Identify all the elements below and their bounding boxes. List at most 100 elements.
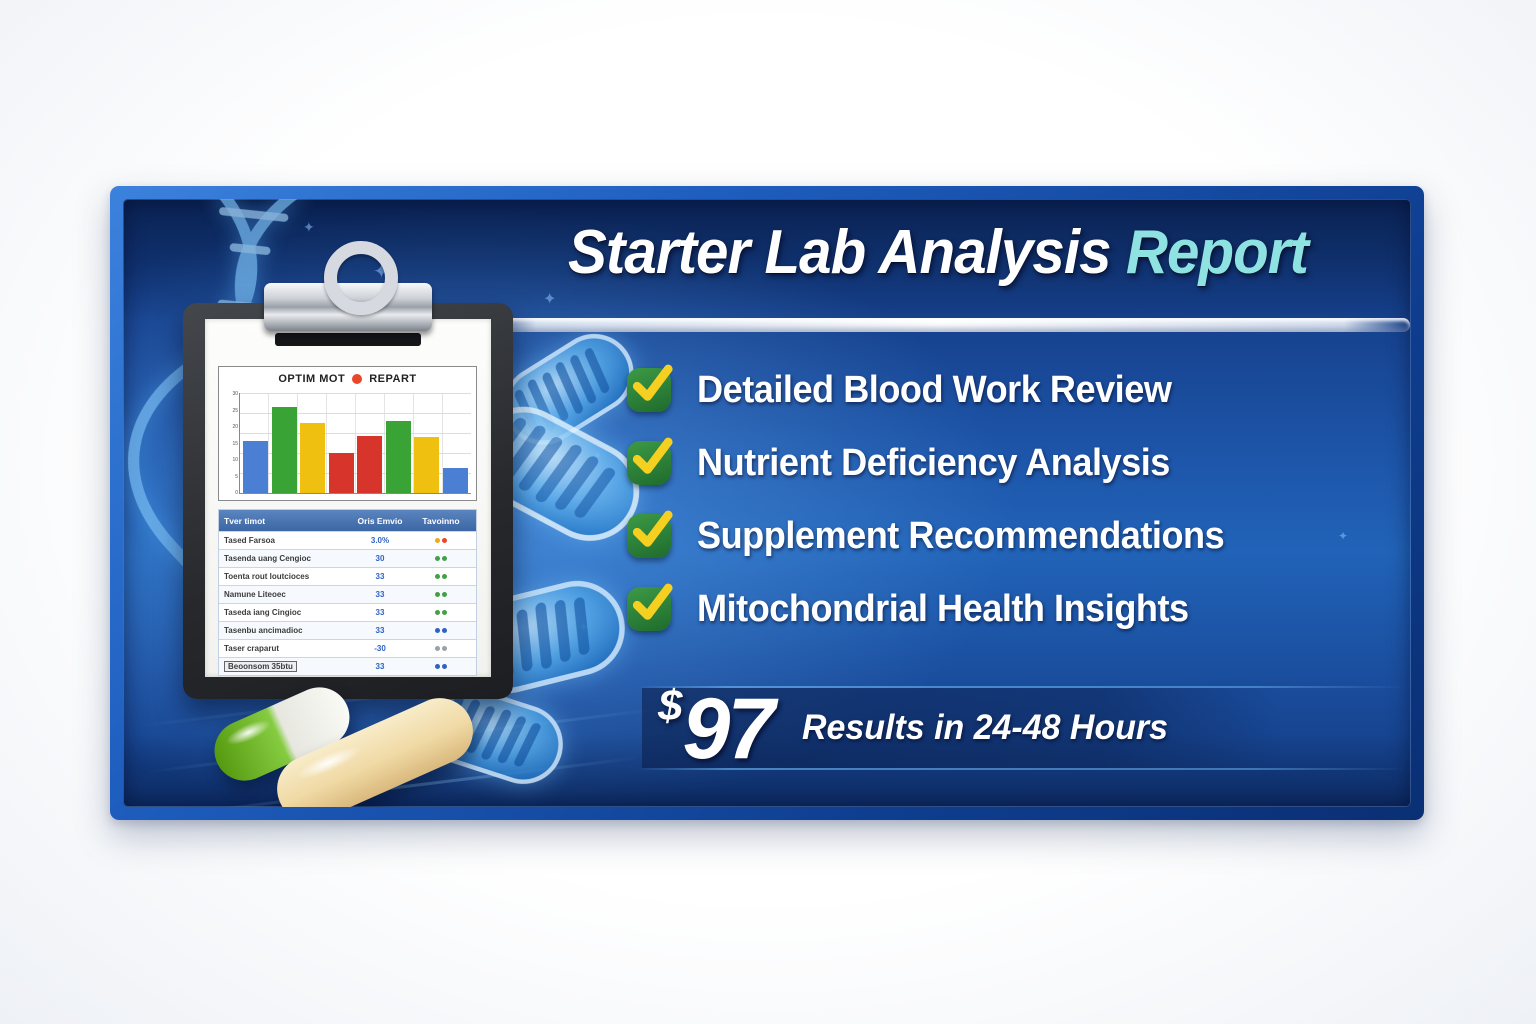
result-value-cell: 33 bbox=[375, 626, 385, 635]
chart-bar bbox=[442, 468, 468, 493]
feature-checklist: Detailed Blood Work Review Nutrient Defi… bbox=[627, 364, 1252, 659]
axis-tick-label: 15 bbox=[232, 440, 238, 447]
status-indicator-cell bbox=[411, 664, 471, 669]
status-dot-icon bbox=[442, 664, 447, 669]
status-dot-icon bbox=[442, 628, 447, 633]
status-dot-icon bbox=[435, 646, 440, 651]
chart-bar bbox=[271, 407, 297, 493]
title-main: Starter Lab Analysis bbox=[567, 218, 1112, 287]
status-dot-icon bbox=[435, 574, 440, 579]
table-row: Beoonsom 35btu 33 bbox=[219, 657, 476, 675]
result-value-cell: 33 bbox=[375, 608, 385, 617]
checklist-label: Nutrient Deficiency Analysis bbox=[697, 441, 1170, 484]
price-band: $97 Results in 24-48 Hours bbox=[636, 684, 1406, 772]
checkmark-icon bbox=[627, 510, 673, 558]
test-name-cell: Taseda iang Cingioc bbox=[224, 608, 302, 617]
checklist-label: Mitochondrial Health Insights bbox=[697, 587, 1189, 630]
table-row: Tasenbu ancimadioc 33 bbox=[219, 621, 476, 639]
chart-bar bbox=[243, 441, 269, 493]
status-indicator-cell bbox=[411, 574, 471, 579]
clipboard-paper: OPTIM MOT REPART 30 25 20 15 10 5 0 Tver timot… bbox=[205, 319, 491, 677]
status-indicator-cell bbox=[411, 538, 471, 543]
price-amount: 97 bbox=[682, 681, 775, 777]
status-dot-icon bbox=[435, 628, 440, 633]
status-indicator-cell bbox=[411, 628, 471, 633]
pill-gloss bbox=[223, 715, 274, 750]
axis-tick-label: 30 bbox=[232, 391, 238, 397]
clipboard: OPTIM MOT REPART 30 25 20 15 10 5 0 Tver timot… bbox=[183, 241, 513, 699]
chart-title-left: OPTIM MOT bbox=[278, 373, 346, 385]
chart-bar bbox=[385, 421, 411, 493]
table-row: Tasenda uang Cengioc 30 bbox=[219, 549, 476, 567]
status-dot-icon bbox=[442, 592, 447, 597]
status-dot-icon bbox=[435, 538, 440, 543]
lab-results-table: Tver timot Oris Emvio Tavoinno Tased Far… bbox=[218, 509, 477, 676]
test-name-cell: Beoonsom 35btu bbox=[224, 661, 349, 672]
chart-y-axis: 30 25 20 15 10 5 0 bbox=[222, 391, 238, 496]
promo-banner: ✦ ✦ ✦ ✦ ✦ ✦ ✦ bbox=[110, 186, 1424, 820]
list-item: Mitochondrial Health Insights bbox=[627, 583, 1252, 632]
axis-tick-label: 0 bbox=[235, 490, 238, 496]
status-dot-icon bbox=[442, 538, 447, 543]
status-dot-icon bbox=[435, 664, 440, 669]
checklist-label: Detailed Blood Work Review bbox=[697, 368, 1172, 411]
table-header-row: Tver timot Oris Emvio Tavoinno bbox=[219, 510, 476, 531]
metallic-divider bbox=[470, 318, 1410, 332]
checklist-label: Supplement Recommendations bbox=[697, 514, 1225, 557]
result-value-cell: -30 bbox=[374, 644, 386, 653]
chart-title-right: REPART bbox=[369, 373, 417, 385]
table-header-value: Oris Emvio bbox=[357, 515, 403, 526]
status-dot-icon bbox=[442, 646, 447, 651]
test-name-cell: Taser craparut bbox=[224, 644, 279, 653]
test-name-cell: Tasenda uang Cengioc bbox=[224, 554, 311, 563]
chart-title: OPTIM MOT REPART bbox=[219, 367, 476, 391]
list-item: Nutrient Deficiency Analysis bbox=[627, 437, 1252, 486]
price: $97 bbox=[658, 684, 775, 773]
test-name-cell: Namune Liteoec bbox=[224, 590, 286, 599]
status-dot-icon bbox=[442, 556, 447, 561]
axis-tick-label: 20 bbox=[232, 424, 238, 430]
checkmark-icon bbox=[627, 437, 673, 485]
status-indicator-cell bbox=[411, 556, 471, 561]
table-row: Taser craparut -30 bbox=[219, 639, 476, 657]
bar-chart-bars bbox=[239, 393, 471, 494]
table-header-status: Tavoinno bbox=[422, 515, 460, 526]
axis-tick-label: 5 bbox=[235, 473, 238, 480]
status-dot-icon bbox=[435, 556, 440, 561]
mini-bar-chart: OPTIM MOT REPART 30 25 20 15 10 5 0 bbox=[218, 366, 477, 501]
sparkle-icon: ✦ bbox=[543, 291, 557, 308]
result-value-cell: 33 bbox=[375, 572, 385, 581]
test-name-cell: Tasenbu ancimadioc bbox=[224, 626, 303, 635]
table-header-test: Tver timot bbox=[224, 515, 266, 526]
table-row: Tased Farsoa 3.0% bbox=[219, 531, 476, 549]
test-name-cell: Toenta rout loutcioces bbox=[224, 572, 310, 581]
clip-shadow bbox=[275, 333, 421, 346]
status-indicator-cell bbox=[411, 610, 471, 615]
axis-tick-label: 25 bbox=[232, 407, 238, 414]
result-value-cell: 30 bbox=[375, 554, 385, 563]
status-dot-icon bbox=[442, 574, 447, 579]
list-item: Detailed Blood Work Review bbox=[627, 364, 1252, 413]
table-row: Taseda iang Cingioc 33 bbox=[219, 603, 476, 621]
chart-bar bbox=[357, 436, 383, 493]
turnaround-note: Results in 24-48 Hours bbox=[802, 708, 1169, 747]
banner-background: ✦ ✦ ✦ ✦ ✦ ✦ ✦ bbox=[123, 199, 1411, 807]
status-dot-icon bbox=[435, 592, 440, 597]
status-dot-icon bbox=[435, 610, 440, 615]
title-accent: Report bbox=[1125, 218, 1309, 287]
sparkle-icon: ✦ bbox=[1338, 529, 1349, 543]
test-name-cell: Tased Farsoa bbox=[224, 536, 275, 545]
page-title: Starter Lab Analysis Report bbox=[492, 217, 1385, 288]
table-row: Namune Liteoec 33 bbox=[219, 585, 476, 603]
result-value-cell: 33 bbox=[375, 590, 385, 599]
status-indicator-cell bbox=[411, 592, 471, 597]
axis-tick-label: 10 bbox=[232, 457, 238, 463]
legend-dot-icon bbox=[352, 374, 363, 384]
list-item: Supplement Recommendations bbox=[627, 510, 1252, 559]
checkmark-icon bbox=[627, 364, 673, 412]
status-indicator-cell bbox=[411, 646, 471, 651]
chart-bar bbox=[414, 437, 440, 493]
result-value-cell: 3.0% bbox=[370, 536, 390, 545]
table-row: Toenta rout loutcioces 33 bbox=[219, 567, 476, 585]
clipboard-clip-ring bbox=[324, 241, 398, 315]
